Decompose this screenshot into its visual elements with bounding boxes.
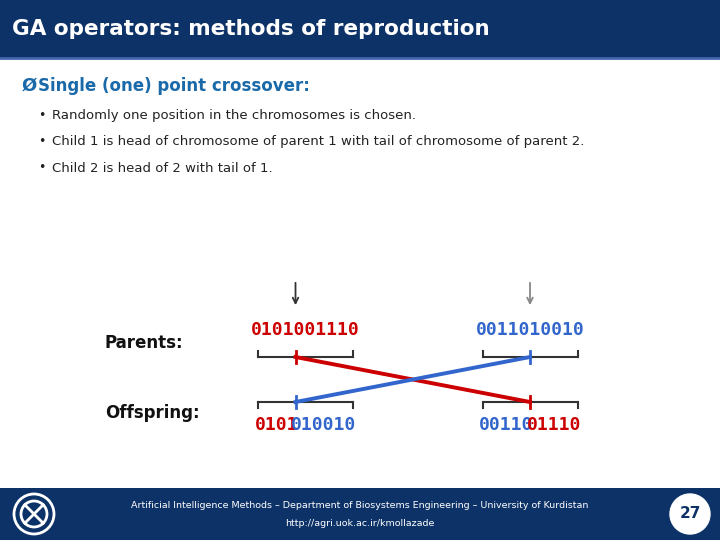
Text: Child 2 is head of 2 with tail of 1.: Child 2 is head of 2 with tail of 1. [52, 161, 273, 174]
Text: http://agri.uok.ac.ir/kmollazade: http://agri.uok.ac.ir/kmollazade [285, 519, 435, 529]
Text: Child 1 is head of chromosome of parent 1 with tail of chromosome of parent 2.: Child 1 is head of chromosome of parent … [52, 136, 585, 148]
Text: 00110: 00110 [479, 416, 534, 434]
Text: Randomly one position in the chromosomes is chosen.: Randomly one position in the chromosomes… [52, 110, 416, 123]
Text: •: • [38, 161, 45, 174]
Text: 0101001110: 0101001110 [251, 321, 359, 339]
Text: Single (one) point crossover:: Single (one) point crossover: [38, 77, 310, 95]
Text: Parents:: Parents: [105, 334, 184, 353]
Text: 0101: 0101 [255, 416, 298, 434]
Bar [0, 0, 720, 58]
Text: Ø: Ø [22, 77, 37, 95]
Text: GA operators: methods of reproduction: GA operators: methods of reproduction [12, 19, 490, 39]
Text: 010010: 010010 [292, 416, 356, 434]
Text: 0011010010: 0011010010 [476, 321, 585, 339]
Text: 27: 27 [679, 507, 701, 522]
Text: 01110: 01110 [526, 416, 581, 434]
Text: Offspring:: Offspring: [105, 404, 199, 422]
Bar [0, 488, 720, 540]
Text: Artificial Intelligence Methods – Department of Biosystems Engineering – Univers: Artificial Intelligence Methods – Depart… [131, 502, 589, 510]
Circle shape [670, 494, 710, 534]
Text: •: • [38, 136, 45, 148]
Text: •: • [38, 110, 45, 123]
